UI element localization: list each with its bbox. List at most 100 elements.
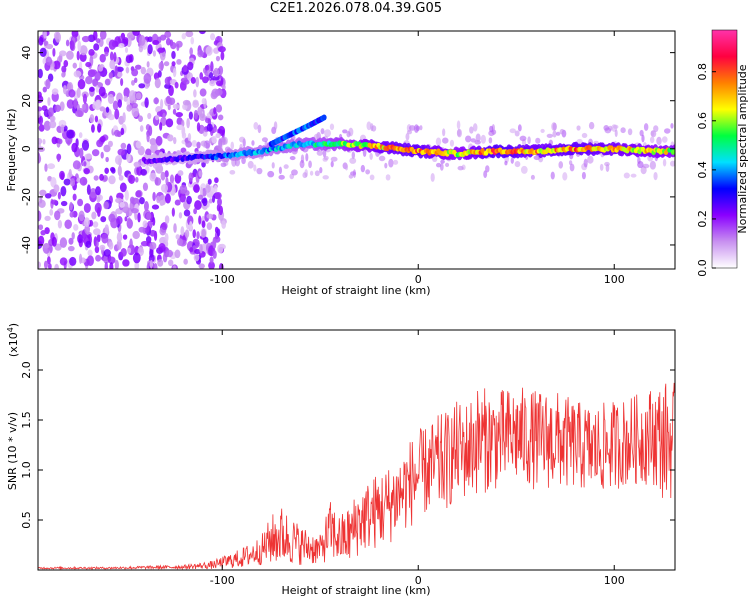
faint-speckle	[323, 155, 329, 161]
faint-speckle	[551, 122, 557, 131]
noise-speckle	[104, 78, 111, 86]
noise-speckle	[183, 209, 191, 217]
faint-speckle	[371, 125, 377, 132]
noise-speckle	[151, 204, 160, 210]
noise-speckle	[58, 119, 67, 128]
noise-speckle	[122, 234, 128, 240]
noise-speckle	[117, 99, 122, 108]
noise-speckle	[98, 64, 104, 72]
faint-speckle	[305, 153, 309, 162]
faint-speckle	[289, 156, 296, 161]
spectrogram-heatmap	[38, 31, 675, 269]
noise-speckle	[178, 212, 183, 219]
noise-speckle	[38, 124, 45, 132]
noise-speckle	[217, 244, 224, 254]
noise-speckle	[66, 99, 75, 109]
noise-speckle	[124, 216, 128, 222]
noise-speckle	[95, 85, 99, 93]
noise-speckle	[215, 55, 221, 62]
faint-speckle	[406, 129, 413, 135]
faint-speckle	[322, 149, 327, 158]
noise-speckle	[92, 31, 98, 41]
noise-speckle	[87, 249, 93, 257]
noise-speckle	[91, 124, 95, 133]
noise-speckle	[53, 184, 60, 193]
faint-speckle	[344, 164, 349, 171]
faint-speckle	[385, 174, 391, 181]
noise-speckle	[186, 195, 192, 205]
noise-speckle	[142, 220, 148, 229]
noise-speckle	[97, 123, 102, 133]
noise-speckle	[57, 138, 63, 145]
noise-speckle	[125, 55, 133, 64]
noise-speckle	[124, 47, 129, 54]
noise-speckle	[143, 201, 149, 212]
noise-speckle	[152, 191, 156, 202]
snr-y-tick-label: 2.0	[20, 361, 33, 379]
snr-y-label: SNR (10 * v/v)	[6, 412, 19, 490]
noise-speckle	[99, 244, 106, 251]
noise-speckle	[134, 77, 138, 84]
faint-speckle	[238, 136, 246, 143]
faint-speckle	[302, 172, 308, 179]
noise-speckle	[116, 66, 124, 72]
noise-speckle	[38, 210, 42, 222]
noise-speckle	[129, 196, 135, 204]
faint-speckle	[261, 137, 268, 143]
snr-x-tick-label: -100	[210, 574, 235, 587]
noise-speckle	[104, 167, 109, 174]
noise-speckle	[104, 51, 109, 57]
noise-speckle	[91, 211, 97, 220]
noise-speckle	[79, 45, 88, 56]
faint-speckle	[388, 158, 394, 168]
faint-speckle	[366, 121, 372, 131]
noise-speckle	[134, 64, 142, 70]
noise-speckle	[107, 256, 116, 264]
noise-speckle	[126, 143, 132, 155]
spectrogram-x-tick-label: 100	[604, 273, 625, 286]
colorbar-gradient	[712, 30, 737, 268]
noise-speckle	[174, 249, 181, 259]
noise-speckle	[172, 67, 177, 78]
noise-speckle	[188, 111, 193, 120]
noise-speckle	[132, 31, 140, 36]
noise-speckle	[167, 134, 174, 142]
noise-speckle	[214, 226, 219, 234]
noise-speckle	[198, 263, 205, 269]
noise-speckle	[100, 151, 104, 159]
faint-speckle	[546, 133, 554, 138]
noise-speckle	[198, 170, 203, 178]
noise-speckle	[54, 210, 61, 221]
noise-speckle	[211, 135, 217, 144]
noise-speckle	[164, 170, 169, 178]
noise-speckle	[149, 259, 153, 269]
noise-speckle	[162, 252, 168, 263]
noise-speckle	[218, 65, 224, 76]
noise-speckle	[69, 40, 75, 51]
noise-speckle	[99, 53, 106, 63]
noise-speckle	[214, 88, 223, 96]
noise-speckle	[38, 235, 45, 246]
noise-speckle	[69, 178, 76, 187]
noise-speckle	[44, 215, 51, 222]
noise-speckle	[176, 58, 182, 65]
colorbar-tick-label: 0.8	[696, 63, 709, 81]
noise-speckle	[156, 111, 164, 117]
snr-frame	[37, 329, 676, 571]
faint-speckle	[457, 165, 464, 171]
noise-speckle	[94, 246, 100, 254]
noise-speckle	[39, 189, 47, 196]
noise-speckle	[108, 241, 114, 250]
faint-speckle	[220, 137, 226, 146]
noise-speckle	[202, 197, 208, 207]
snr-ticks: -100 0 100 0.5 1.0 1.5 2.0	[20, 330, 675, 587]
noise-speckle	[190, 77, 196, 84]
noise-speckle	[218, 263, 224, 269]
noise-speckle	[84, 224, 90, 235]
noise-speckle	[177, 170, 184, 177]
snr-x-tick-label: 0	[415, 574, 422, 587]
noise-speckle	[196, 231, 200, 240]
faint-speckle	[558, 161, 564, 169]
noise-speckle	[57, 153, 61, 163]
faint-speckle	[653, 171, 658, 181]
